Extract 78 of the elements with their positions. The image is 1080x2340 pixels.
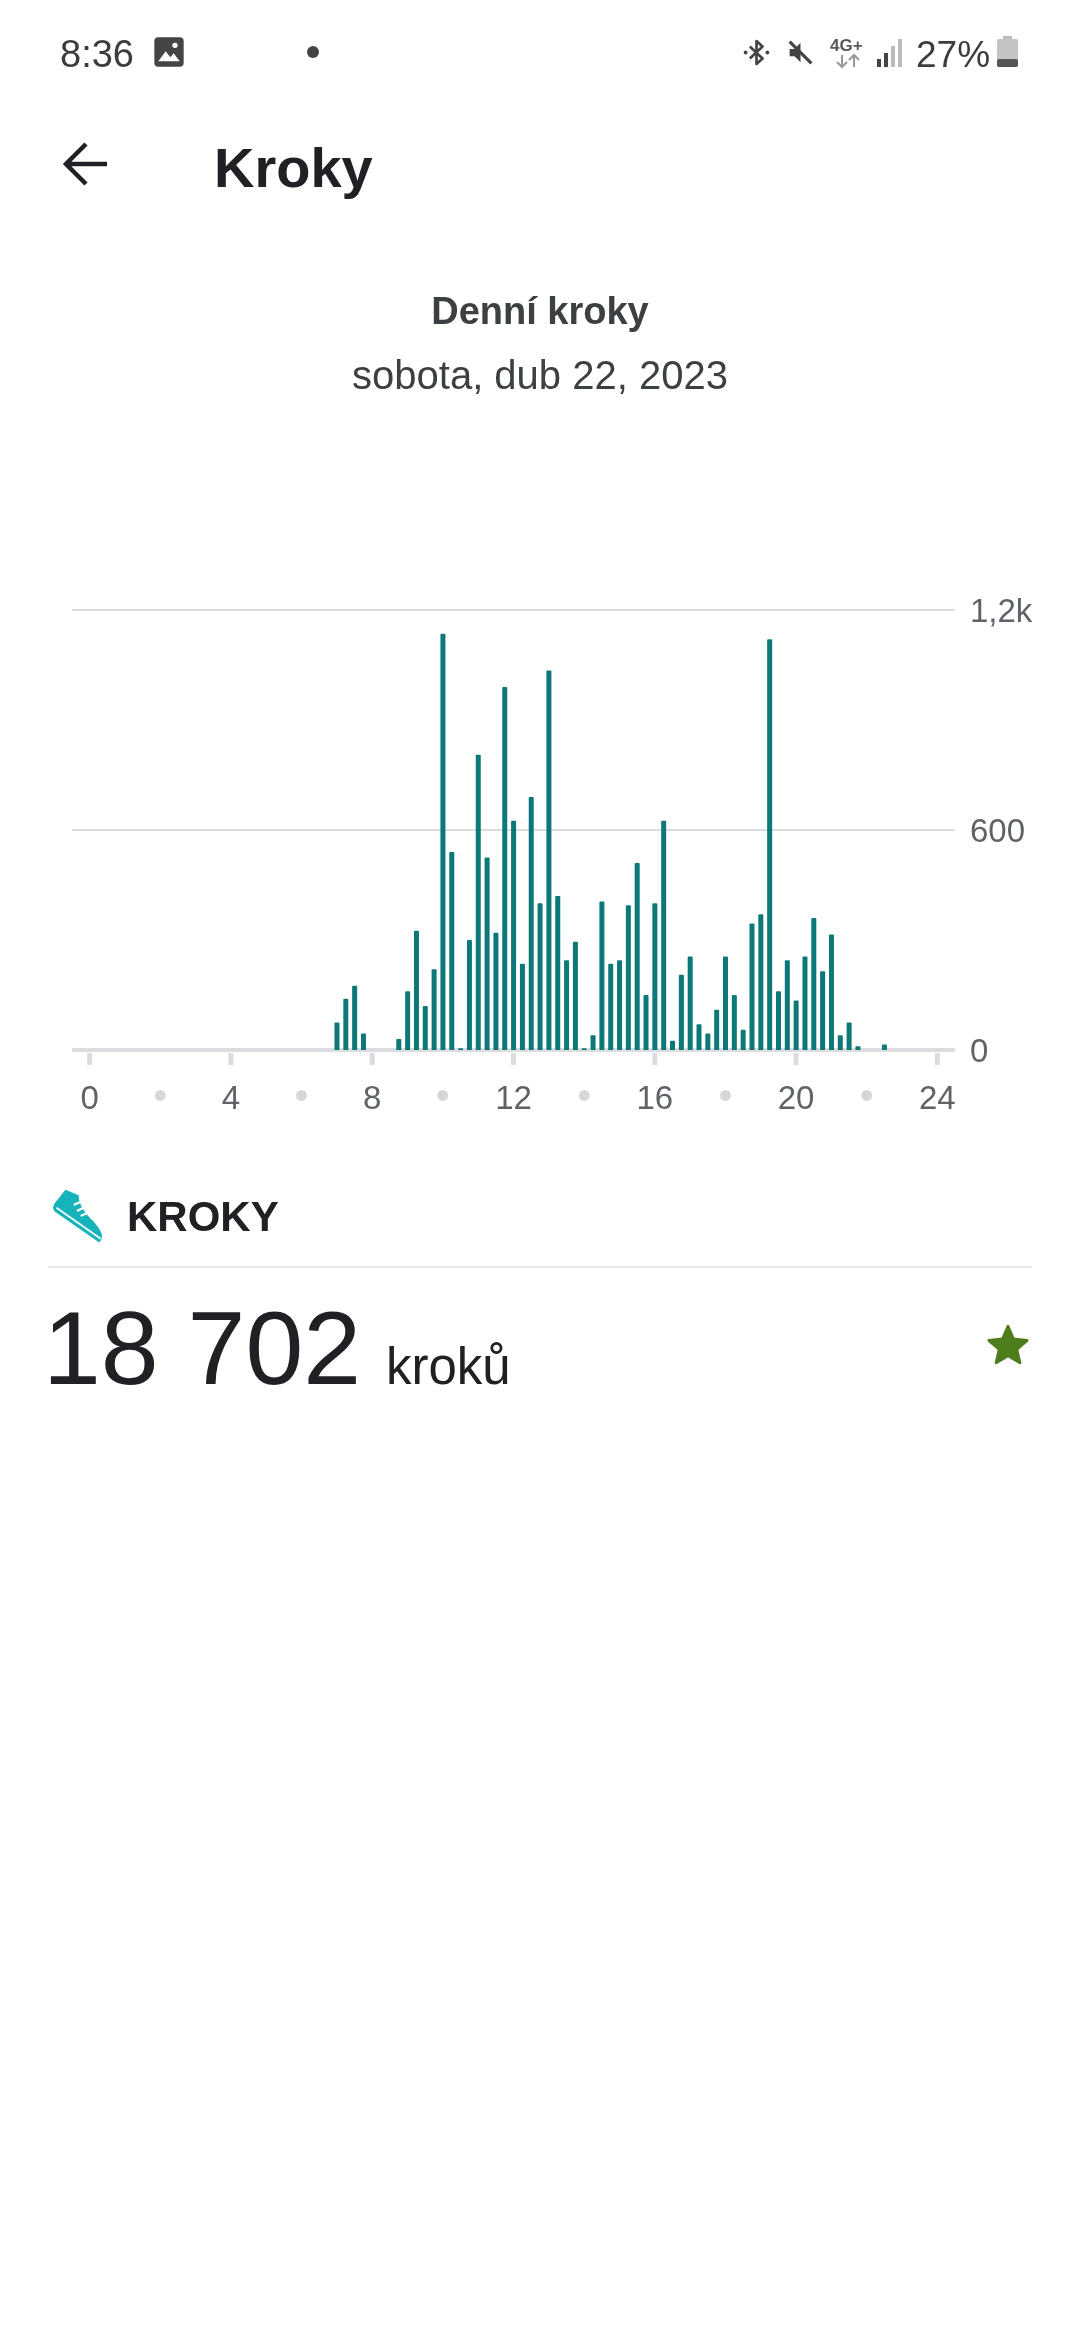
bar: [599, 901, 605, 1050]
x-tick-label: •: [435, 1073, 450, 1117]
y-tick-label: 600: [970, 811, 1026, 849]
bar: [749, 923, 755, 1050]
bar: [731, 995, 737, 1050]
bar: [775, 991, 781, 1050]
bar: [802, 956, 808, 1050]
x-tick-label: •: [153, 1073, 168, 1117]
x-tick-label: •: [294, 1073, 309, 1117]
bar: [555, 896, 561, 1050]
text: KROKY: [127, 1192, 279, 1240]
y-tick-label: 0: [970, 1031, 989, 1069]
bar: [537, 903, 543, 1050]
bar: [687, 956, 693, 1050]
bar: [820, 971, 826, 1050]
text: 8:36: [60, 32, 134, 75]
bar: [572, 941, 578, 1050]
text: 18 702: [43, 1290, 362, 1406]
bar: [360, 1033, 366, 1050]
bar: [352, 985, 358, 1050]
bar: [564, 960, 570, 1050]
bar: [405, 991, 411, 1050]
bar: [431, 969, 437, 1050]
text: 27%: [916, 33, 991, 75]
bar: [484, 857, 490, 1050]
x-tick-label: 4: [221, 1079, 241, 1116]
x-tick-label: 20: [777, 1079, 815, 1116]
bar: [758, 914, 764, 1050]
y-tick-label: 1,2k: [970, 591, 1033, 629]
bar: [714, 1009, 720, 1050]
bar: [784, 960, 790, 1050]
bar: [678, 974, 684, 1050]
bar: [546, 670, 552, 1050]
bar: [608, 963, 614, 1050]
bar: [511, 820, 517, 1050]
chart-subtitle: sobota, dub 22, 2023: [352, 353, 728, 397]
bar: [590, 1035, 596, 1050]
bar: [343, 998, 349, 1050]
bar: [519, 963, 525, 1050]
bar: [449, 852, 455, 1050]
bar: [846, 1022, 852, 1050]
bar: [466, 940, 472, 1050]
bar: [493, 932, 499, 1050]
bar: [811, 918, 817, 1050]
x-tick-label: 8: [363, 1079, 382, 1116]
x-tick-label: 16: [636, 1079, 674, 1116]
bar: [502, 687, 508, 1050]
bar: [413, 930, 419, 1050]
x-tick-label: •: [718, 1073, 733, 1117]
bar: [634, 863, 640, 1050]
text: kroků: [386, 1338, 511, 1395]
bar: [334, 1022, 340, 1050]
bar: [475, 754, 481, 1050]
bar: [828, 934, 834, 1050]
bar: [767, 639, 773, 1050]
bar: [422, 1006, 428, 1050]
bar: [705, 1033, 711, 1050]
bar: [696, 1024, 702, 1050]
x-tick-label: •: [577, 1073, 592, 1117]
x-tick-label: 12: [495, 1079, 532, 1116]
x-tick-label: •: [859, 1073, 874, 1117]
bar: [528, 797, 534, 1050]
text: Kroky: [214, 136, 373, 199]
bar: [625, 905, 631, 1050]
chart-title: Denní kroky: [431, 289, 649, 332]
bar: [793, 1000, 799, 1050]
bar: [652, 903, 658, 1050]
bar: [670, 1040, 676, 1050]
bar: [661, 820, 667, 1050]
bar: [440, 633, 446, 1050]
bar: [617, 960, 623, 1050]
bar: [740, 1029, 746, 1050]
x-tick-label: 24: [918, 1079, 956, 1116]
bar: [837, 1035, 843, 1050]
text: 4G+: [830, 36, 863, 55]
bar: [723, 956, 729, 1050]
x-tick-label: 0: [80, 1079, 99, 1116]
bar: [643, 995, 649, 1050]
